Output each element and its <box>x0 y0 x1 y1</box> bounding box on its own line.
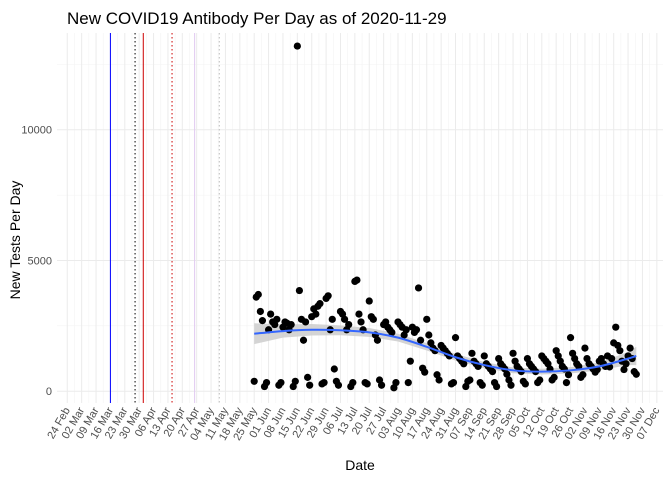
data-point <box>291 377 299 385</box>
data-point <box>334 381 343 389</box>
data-point <box>503 370 511 378</box>
smooth-trend-line <box>254 328 637 373</box>
chart-title: New COVID19 Antibody Per Day as of 2020-… <box>67 9 447 28</box>
data-point <box>330 365 338 373</box>
data-point <box>353 276 361 284</box>
data-point <box>320 379 328 387</box>
data-point <box>581 344 589 352</box>
data-point <box>478 381 486 389</box>
data-point <box>480 352 488 360</box>
data-point <box>509 349 517 357</box>
data-point <box>620 365 628 374</box>
data-point <box>388 328 396 336</box>
data-point <box>363 380 371 388</box>
data-point <box>349 379 357 387</box>
data-point <box>304 373 312 381</box>
data-point <box>466 376 474 384</box>
data-point <box>254 290 262 299</box>
data-point <box>417 336 425 344</box>
data-point <box>612 323 620 331</box>
data-point <box>414 284 423 292</box>
data-point <box>365 297 373 305</box>
data-point <box>357 318 365 326</box>
data-point <box>575 362 583 370</box>
x-axis-title: Date <box>345 457 375 473</box>
data-points <box>250 42 640 392</box>
data-point <box>258 317 267 325</box>
data-point <box>507 381 515 389</box>
data-point <box>273 315 281 323</box>
data-point <box>369 315 377 323</box>
data-point <box>421 368 429 376</box>
data-point <box>293 42 301 50</box>
data-point <box>632 370 640 378</box>
data-point <box>377 381 386 389</box>
data-point <box>449 379 458 387</box>
data-point <box>468 349 476 357</box>
data-point <box>340 315 349 323</box>
data-point <box>493 382 501 391</box>
y-tick-label: 10000 <box>21 125 52 137</box>
data-point <box>316 300 324 308</box>
data-point <box>256 307 264 316</box>
data-point <box>277 379 285 387</box>
reference-lines <box>109 33 220 403</box>
data-point <box>608 354 616 363</box>
data-point <box>566 334 575 342</box>
data-point <box>324 292 332 300</box>
data-point <box>564 371 573 379</box>
data-point <box>423 315 431 323</box>
data-point <box>412 326 421 334</box>
data-point <box>328 315 336 323</box>
data-point <box>536 376 544 384</box>
data-point <box>402 326 410 334</box>
y-tick-label: 5000 <box>28 255 52 267</box>
data-point <box>626 344 634 352</box>
data-point <box>287 320 295 329</box>
data-point <box>355 310 363 318</box>
data-point <box>451 334 460 342</box>
minor-gridlines <box>57 33 663 403</box>
data-point <box>521 380 529 388</box>
y-axis-ticks: 0 5000 10000 <box>21 125 52 398</box>
data-point <box>250 377 258 385</box>
data-point <box>299 336 308 344</box>
data-point <box>262 379 271 387</box>
y-axis-title: New Tests Per Day <box>7 181 23 300</box>
data-point <box>312 310 320 318</box>
data-point <box>622 360 630 368</box>
data-point <box>295 286 303 295</box>
data-point <box>616 347 624 355</box>
trend-line <box>254 328 637 373</box>
data-point <box>562 379 571 387</box>
data-point <box>373 336 382 344</box>
data-point <box>301 318 310 326</box>
data-point <box>267 310 275 318</box>
data-point <box>404 379 412 387</box>
data-point <box>406 357 414 365</box>
data-point <box>435 376 443 384</box>
data-point <box>392 379 400 387</box>
data-point <box>488 368 497 376</box>
data-point <box>425 331 433 339</box>
major-gridlines <box>57 33 663 403</box>
data-point <box>460 360 468 368</box>
data-point <box>345 320 353 329</box>
data-point <box>579 371 587 379</box>
y-tick-label: 0 <box>46 386 52 398</box>
data-point <box>306 381 314 389</box>
data-point <box>550 373 558 381</box>
